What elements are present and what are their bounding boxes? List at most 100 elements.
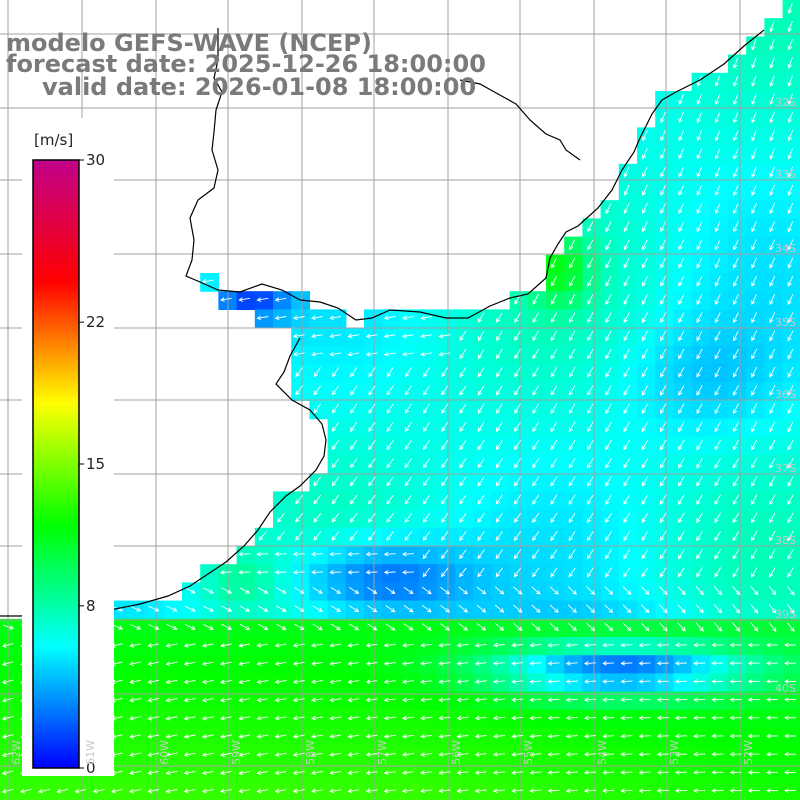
wind-arrow — [474, 642, 487, 648]
wind-speed-cell — [564, 345, 583, 365]
wind-arrow — [769, 312, 776, 324]
wind-arrow — [695, 585, 704, 596]
wind-arrow — [477, 476, 485, 487]
longitude-label: 56W — [450, 740, 463, 765]
wind-arrow — [347, 715, 360, 721]
wind-speed-cell — [564, 455, 583, 474]
wind-arrow — [459, 403, 467, 414]
wind-arrow — [586, 530, 594, 542]
wind-speed-cell — [491, 564, 511, 583]
wind-arrow — [587, 239, 594, 251]
wind-arrow — [605, 458, 612, 469]
wind-arrow — [492, 733, 505, 739]
wind-arrow — [56, 788, 69, 794]
wind-speed-cell — [655, 746, 674, 765]
wind-speed-cell — [655, 127, 674, 147]
wind-speed-cell — [473, 418, 492, 438]
wind-speed-cell — [691, 345, 711, 365]
wind-arrow — [678, 512, 685, 524]
wind-speed-cell — [400, 764, 420, 784]
wind-arrow — [331, 494, 340, 505]
wind-arrow — [787, 93, 793, 106]
wind-arrow — [547, 733, 560, 739]
wind-arrow — [733, 93, 739, 105]
wind-speed-cell — [345, 418, 365, 438]
wind-speed-cell — [618, 364, 638, 383]
wind-speed-cell — [546, 418, 565, 438]
wind-speed-cell — [509, 764, 529, 784]
wind-arrow — [201, 279, 214, 284]
wind-speed-cell — [746, 182, 765, 201]
wind-speed-cell — [455, 637, 474, 656]
wind-arrow — [183, 734, 196, 739]
wind-arrow — [383, 551, 396, 557]
wind-speed-cell — [400, 509, 420, 529]
wind-speed-cell — [564, 728, 583, 747]
wind-arrow — [165, 697, 178, 703]
wind-arrow — [751, 203, 757, 215]
wind-arrow — [547, 715, 560, 721]
wind-speed-cell — [655, 345, 674, 365]
wind-speed-cell — [254, 691, 274, 711]
wind-speed-cell — [764, 273, 784, 292]
wind-speed-cell — [764, 728, 784, 747]
wind-arrow — [459, 458, 467, 469]
wind-speed-cell — [600, 527, 620, 547]
wind-arrow — [787, 148, 794, 160]
wind-speed-cell — [673, 236, 693, 256]
wind-speed-cell — [600, 273, 620, 292]
wind-arrow — [129, 661, 141, 666]
wind-arrow — [550, 567, 558, 578]
wind-speed-cell — [564, 273, 583, 292]
wind-speed-cell — [673, 691, 693, 711]
wind-speed-cell — [436, 364, 456, 383]
wind-arrow — [568, 366, 576, 378]
wind-speed-cell — [673, 564, 693, 583]
wind-speed-cell — [764, 254, 784, 274]
wind-speed-cell — [145, 618, 165, 638]
wind-arrow — [678, 312, 685, 324]
wind-speed-cell — [200, 582, 219, 602]
wind-arrow — [421, 586, 432, 595]
wind-arrow — [583, 788, 596, 794]
wind-arrow — [183, 752, 196, 757]
wind-speed-cell — [436, 764, 456, 784]
wind-arrow — [696, 567, 703, 578]
wind-arrow — [787, 567, 794, 578]
wind-speed-cell — [436, 418, 456, 438]
wind-speed-cell — [782, 273, 800, 292]
wind-speed-cell — [673, 709, 693, 729]
wind-speed-cell — [309, 509, 329, 529]
wind-arrow — [494, 604, 505, 613]
wind-arrow — [368, 367, 376, 378]
wind-speed-cell — [254, 582, 274, 602]
wind-speed-cell — [254, 764, 274, 784]
wind-arrow — [569, 257, 576, 269]
wind-speed-cell — [491, 673, 511, 693]
wind-arrow — [256, 770, 269, 776]
wind-arrow — [750, 549, 758, 560]
wind-arrow — [220, 643, 232, 648]
wind-speed-cell — [782, 327, 800, 347]
wind-speed-cell — [345, 546, 365, 565]
wind-arrow — [656, 733, 669, 739]
wind-arrow — [492, 770, 505, 775]
wind-speed-cell — [637, 509, 656, 529]
wind-arrow — [729, 642, 742, 648]
wind-arrow — [256, 752, 269, 757]
wind-arrow — [438, 697, 451, 703]
wind-speed-cell — [327, 436, 347, 456]
wind-arrow — [605, 439, 612, 451]
wind-arrow — [532, 439, 540, 451]
wind-arrow — [696, 385, 703, 396]
wind-speed-cell — [0, 618, 19, 638]
wind-arrow — [292, 679, 305, 685]
wind-speed-cell — [546, 782, 565, 800]
wind-speed-cell — [473, 345, 492, 365]
wind-speed-cell — [455, 309, 474, 329]
wind-speed-cell — [455, 782, 474, 800]
wind-arrow — [787, 184, 794, 196]
wind-speed-cell — [764, 673, 784, 693]
wind-arrow — [441, 458, 449, 469]
wind-arrow — [678, 275, 685, 287]
